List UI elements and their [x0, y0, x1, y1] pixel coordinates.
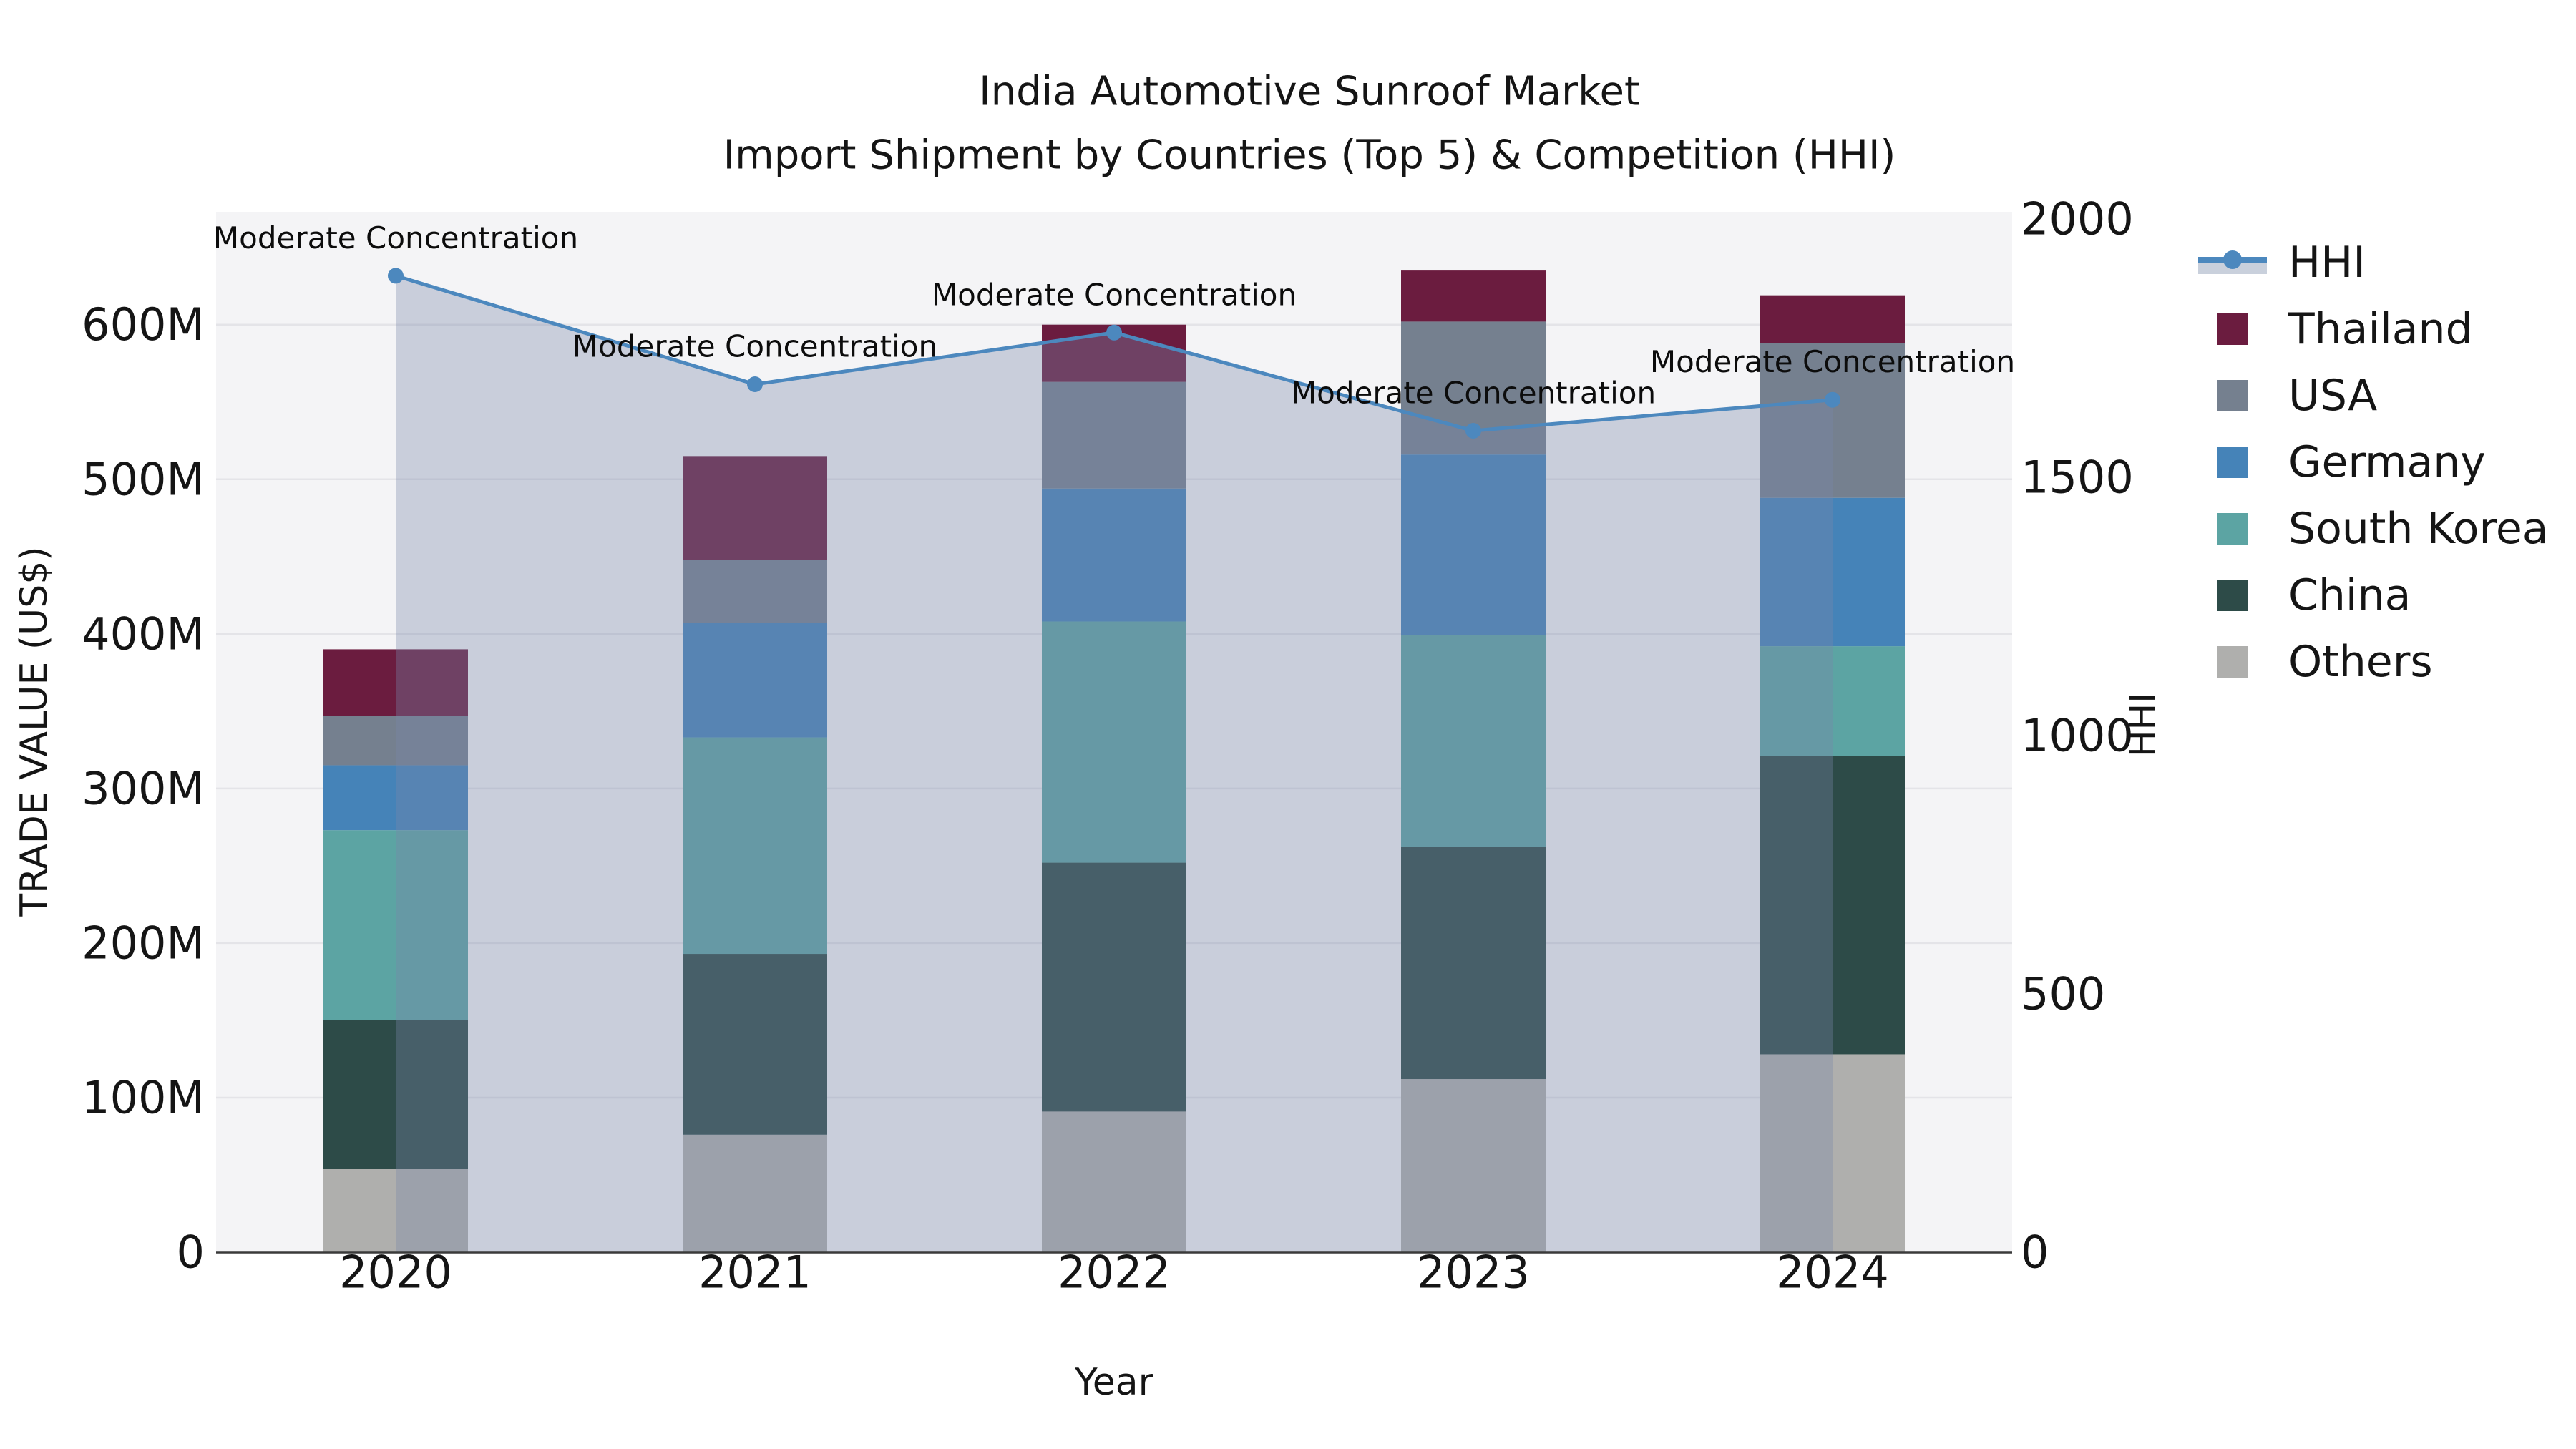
bar-2020-china — [323, 1020, 468, 1169]
y-right-tick-label: 2000 — [2021, 193, 2134, 245]
bar-2022-south-korea — [1042, 621, 1186, 863]
y-axis-label-left: TRADE VALUE (US$) — [13, 546, 56, 917]
bar-2021-usa — [683, 560, 827, 623]
y-axis-label-right: HHI — [2122, 693, 2164, 757]
bar-2024-south-korea — [1760, 646, 1905, 756]
south-korea-color-swatch — [2217, 512, 2248, 545]
bar-2020-south-korea — [323, 830, 468, 1020]
hhi-marker-swatch — [2223, 250, 2242, 269]
legend-label-germany: Germany — [2288, 436, 2486, 487]
bar-2022-others — [1042, 1111, 1186, 1252]
bar-2023-germany — [1401, 454, 1546, 635]
bar-2020-germany — [323, 765, 468, 831]
bar-2021-thailand — [683, 456, 827, 560]
hhi-marker-2023 — [1465, 423, 1481, 439]
hhi-marker-2021 — [747, 376, 763, 392]
bar-2020-usa — [323, 716, 468, 766]
bar-2024-germany — [1760, 497, 1905, 647]
bar-2020-thailand — [323, 649, 468, 716]
bar-2020-others — [323, 1169, 468, 1252]
germany-color-swatch — [2217, 446, 2248, 478]
legend-item-hhi: HHI — [2198, 229, 2549, 296]
hhi-annotation: Moderate Concentration — [572, 329, 937, 364]
legend-label-south-korea: South Korea — [2288, 503, 2549, 554]
bar-2024-usa — [1760, 343, 1905, 498]
legend-label-hhi: HHI — [2288, 237, 2366, 288]
x-tick-label-2021: 2021 — [698, 1246, 811, 1299]
china-color-swatch — [2217, 579, 2248, 611]
x-tick-label-2024: 2024 — [1776, 1246, 1889, 1299]
legend-label-usa: USA — [2288, 370, 2378, 421]
legend-label-thailand: Thailand — [2288, 303, 2473, 354]
hhi-marker-2024 — [1825, 391, 1840, 408]
hhi-annotation: Moderate Concentration — [932, 277, 1297, 312]
bar-2021-others — [683, 1134, 827, 1252]
y-left-tick-label: 500M — [82, 453, 205, 505]
legend-item-thailand: Thailand — [2198, 296, 2549, 362]
y-left-tick-label: 600M — [82, 298, 205, 351]
bar-2024-thailand — [1760, 295, 1905, 343]
bar-2021-south-korea — [683, 737, 827, 955]
legend-item-germany: Germany — [2198, 429, 2549, 495]
x-tick-label-2020: 2020 — [339, 1246, 452, 1299]
bar-2023-others — [1401, 1079, 1546, 1252]
y-right-tick-label: 1500 — [2021, 452, 2134, 504]
legend: HHI Thailand USA Germany South Korea China Oth… — [2198, 229, 2549, 695]
chart-title-line2: Import Shipment by Countries (Top 5) & C… — [723, 132, 1896, 179]
bar-2023-thailand — [1401, 270, 1546, 322]
hhi-marker-2022 — [1106, 324, 1122, 341]
legend-label-others: Others — [2288, 636, 2433, 687]
x-tick-label-2023: 2023 — [1417, 1246, 1530, 1299]
bar-2023-china — [1401, 847, 1546, 1080]
usa-color-swatch — [2217, 379, 2248, 411]
legend-item-others: Others — [2198, 628, 2549, 695]
hhi-annotation: Moderate Concentration — [1650, 344, 2015, 379]
x-axis-label: Year — [1074, 1361, 1154, 1404]
y-left-tick-label: 0 — [177, 1226, 205, 1279]
bar-2024-others — [1760, 1054, 1905, 1252]
bar-2022-china — [1042, 862, 1186, 1112]
bar-2021-germany — [683, 623, 827, 738]
hhi-line-legend-swatch — [2198, 247, 2267, 278]
legend-item-south-korea: South Korea — [2198, 495, 2549, 562]
y-left-tick-label: 200M — [82, 917, 205, 969]
bar-2022-germany — [1042, 488, 1186, 622]
bar-2021-china — [683, 954, 827, 1135]
x-tick-label-2022: 2022 — [1058, 1246, 1171, 1299]
chart-title-line1: India Automotive Sunroof Market — [979, 68, 1640, 115]
bar-2024-china — [1760, 756, 1905, 1055]
hhi-annotation: Moderate Concentration — [1291, 376, 1656, 411]
hhi-annotation: Moderate Concentration — [213, 220, 578, 255]
hhi-marker-2020 — [388, 268, 404, 284]
legend-item-usa: USA — [2198, 362, 2549, 429]
bar-2022-usa — [1042, 381, 1186, 489]
y-right-tick-label: 500 — [2021, 968, 2105, 1020]
y-left-tick-label: 100M — [82, 1072, 205, 1124]
y-left-tick-label: 300M — [82, 762, 205, 814]
y-left-tick-label: 400M — [82, 608, 205, 660]
y-right-tick-label: 0 — [2021, 1226, 2049, 1279]
hhi-area-fill — [396, 275, 1833, 1252]
thailand-color-swatch — [2217, 313, 2248, 345]
legend-label-china: China — [2288, 570, 2411, 620]
others-color-swatch — [2217, 645, 2248, 678]
y-right-tick-label: 1000 — [2021, 710, 2134, 762]
bar-2023-south-korea — [1401, 635, 1546, 847]
legend-item-china: China — [2198, 562, 2549, 628]
